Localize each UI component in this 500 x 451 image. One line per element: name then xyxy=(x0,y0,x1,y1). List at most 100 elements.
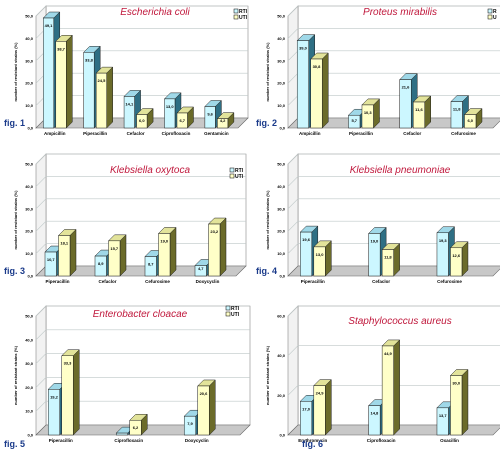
gridline xyxy=(287,28,500,39)
bar xyxy=(83,52,95,129)
bar-value-label: 18,1 xyxy=(60,240,69,245)
gridline xyxy=(35,220,246,232)
bar xyxy=(115,432,128,436)
legend-swatch xyxy=(225,311,231,317)
side-wall xyxy=(35,153,47,277)
bar xyxy=(436,407,449,436)
figure-label: fig. 5 xyxy=(4,439,26,449)
bar-value-label: 4,2 xyxy=(220,118,226,123)
legend-entry: RTI xyxy=(235,168,244,174)
x-tick-label: Gentamicin xyxy=(204,131,229,136)
gridline xyxy=(287,385,500,396)
gridline xyxy=(287,198,500,210)
chart-klebsiella-pneumoniae: 0,0 10,0 20,0 30,0 40,0 50,0 number of resista… xyxy=(252,148,500,290)
bar xyxy=(94,255,107,277)
gridline xyxy=(287,243,500,254)
bar-side xyxy=(66,34,73,129)
bar-side xyxy=(72,349,80,436)
x-tick-label: Cefuroxime xyxy=(451,131,476,136)
bar-side xyxy=(208,379,216,436)
legend-swatch xyxy=(487,14,493,20)
y-tick-label: 40,0 xyxy=(25,184,34,189)
figure-label: fig. 2 xyxy=(256,118,278,128)
bar xyxy=(164,98,176,129)
y-axis-label: number of resistant strains (%) xyxy=(265,345,270,405)
x-tick-label: Ampicillin xyxy=(44,131,66,136)
y-tick-label: 50,0 xyxy=(25,314,34,319)
bar-value-label: 6,2 xyxy=(133,425,139,430)
x-tick-label: Cefaclor xyxy=(98,279,116,284)
bar-value-label: 11,8 xyxy=(453,107,461,112)
bar xyxy=(123,96,135,129)
bar xyxy=(464,114,477,129)
side-wall xyxy=(287,153,299,277)
y-tick-label: 10,0 xyxy=(25,251,34,256)
bar-value-label: 19,0 xyxy=(160,238,169,243)
chart-svg: 0,0 20,0 40,0 60,0 number of resistant strai… xyxy=(265,305,500,443)
y-tick-label: 20,0 xyxy=(277,229,286,234)
y-tick-label: 10,0 xyxy=(277,103,286,108)
chart-title: Escherichia coli xyxy=(120,7,190,18)
gridline xyxy=(35,198,246,210)
bar-side xyxy=(393,339,400,436)
chart-proteus-mirabilis: 0,0 10,0 20,0 30,0 40,0 50,0 number of resista… xyxy=(252,0,500,142)
bar-value-label: 19,2 xyxy=(50,394,59,399)
y-tick-label: 0,0 xyxy=(279,274,285,279)
bar-value-label: 49,1 xyxy=(45,23,54,28)
bar-value-label: 7,9 xyxy=(187,421,193,426)
bar-value-label: 6,0 xyxy=(139,118,145,123)
legend-entry: R xyxy=(493,9,497,15)
bar-value-label: 24,9 xyxy=(316,391,325,396)
x-tick-label: Cefuroxime xyxy=(437,279,462,284)
gridline xyxy=(287,5,500,17)
bar xyxy=(176,112,188,129)
side-wall xyxy=(35,305,47,436)
y-axis-label: number of resistant strains (%) xyxy=(265,42,270,102)
bar-value-label: 8,7 xyxy=(148,262,154,267)
x-tick-label: Ampicillin xyxy=(299,131,321,136)
y-tick-label: 50,0 xyxy=(25,162,34,167)
chart-title: Staphylococcus aureus xyxy=(348,316,451,327)
y-tick-label: 50,0 xyxy=(277,162,286,167)
gridline xyxy=(287,220,500,232)
bar-side xyxy=(219,217,227,277)
x-tick-label: Ciprofloxacin xyxy=(114,438,143,443)
chart-enterobacter-cloacae: 0,0 10,0 20,0 30,0 40,0 50,0 number of resista… xyxy=(0,296,252,451)
x-tick-label: Piperacillin xyxy=(349,131,373,136)
bar xyxy=(44,251,57,277)
figure-label: fig. 6 xyxy=(302,439,324,449)
bar-value-label: 12,6 xyxy=(452,253,461,258)
chart-title: Klebsiella pneumoniae xyxy=(350,165,451,176)
x-tick-label: Cefuroxime xyxy=(145,279,170,284)
chart-staphylococcus-aureus: 0,0 20,0 40,0 60,0 number of resistant strai… xyxy=(252,296,500,451)
bar xyxy=(183,415,196,436)
legend-entry: UTI xyxy=(239,15,248,21)
y-tick-label: 0,0 xyxy=(27,433,33,438)
y-tick-label: 20,0 xyxy=(277,393,286,398)
bar xyxy=(55,41,67,129)
bar-value-label: 23,2 xyxy=(210,229,219,234)
gridline xyxy=(35,329,250,341)
bar xyxy=(217,118,229,129)
x-tick-label: Doxycyclin xyxy=(196,279,220,284)
bar-side xyxy=(325,379,332,436)
bar-value-label: 33,3 xyxy=(64,361,73,366)
bar xyxy=(296,40,309,129)
figure-label: fig. 4 xyxy=(256,266,278,276)
bar-side xyxy=(119,234,127,277)
gridline xyxy=(35,353,250,364)
gridline xyxy=(35,176,246,187)
x-tick-label: Piperacillin xyxy=(301,279,325,284)
bar xyxy=(361,104,374,129)
legend: RU xyxy=(487,8,497,21)
bar xyxy=(368,233,381,277)
x-tick-label: Piperacillin xyxy=(49,438,73,443)
y-tick-label: 50,0 xyxy=(277,14,286,19)
chart-svg: 0,0 10,0 20,0 30,0 40,0 50,0 number of resista… xyxy=(265,153,500,284)
y-tick-label: 30,0 xyxy=(25,206,34,211)
y-tick-label: 20,0 xyxy=(277,81,286,86)
bar xyxy=(208,223,221,277)
bar xyxy=(58,235,71,277)
legend-swatch xyxy=(487,8,493,14)
